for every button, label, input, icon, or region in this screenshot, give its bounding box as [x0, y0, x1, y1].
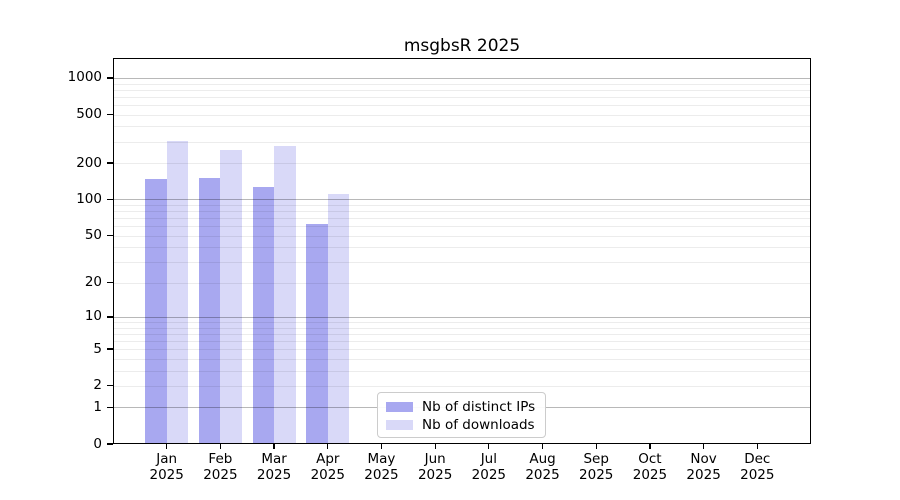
bar-downloads-mar [274, 145, 296, 444]
y-tick-2 [107, 385, 113, 387]
minor-gridline-70 [113, 218, 811, 220]
bar-distinct-ips-apr [306, 224, 328, 444]
x-tick-aug [541, 444, 544, 449]
x-tick-may [380, 444, 383, 449]
minor-gridline-200 [113, 163, 811, 164]
chart-title: msgbsR 2025 [403, 36, 521, 56]
bar-downloads-feb [220, 149, 242, 444]
minor-gridline-9 [113, 322, 811, 323]
minor-gridline-300 [113, 141, 811, 143]
x-tick-label-sep: Sep 2025 [579, 451, 614, 483]
minor-gridline-50 [113, 235, 811, 237]
major-gridline-100 [113, 199, 811, 201]
minor-gridline-800 [113, 89, 811, 91]
x-tick-label-oct: Oct 2025 [632, 451, 668, 483]
minor-gridline-30 [113, 262, 811, 264]
legend-label-distinct-ips: Nb of distinct IPs [422, 399, 536, 415]
x-tick-jan [166, 444, 168, 449]
y-tick-label-50: 50 [84, 227, 102, 244]
minor-gridline-3 [113, 370, 811, 372]
y-tick-500 [107, 114, 113, 116]
x-tick-sep [595, 444, 597, 449]
y-tick-label-20: 20 [84, 274, 102, 291]
minor-gridline-6 [113, 340, 811, 342]
y-tick-5 [107, 348, 113, 350]
x-tick-label-mar: Mar 2025 [256, 451, 292, 483]
legend: Nb of distinct IPs Nb of downloads [377, 392, 546, 438]
x-tick-jun [434, 444, 436, 449]
minor-gridline-500 [113, 114, 811, 116]
x-tick-label-may: May 2025 [364, 451, 399, 483]
x-tick-label-aug: Aug 2025 [525, 451, 560, 483]
y-tick-100 [107, 198, 113, 201]
minor-gridline-7 [113, 333, 811, 335]
minor-gridline-20 [113, 282, 811, 284]
minor-gridline-700 [113, 96, 811, 98]
y-tick-50 [107, 235, 113, 237]
y-tick-label-5: 5 [93, 340, 102, 357]
y-tick-20 [107, 282, 113, 284]
y-tick-label-500: 500 [76, 106, 102, 123]
minor-gridline-8 [113, 327, 811, 329]
legend-row-downloads: Nb of downloads [386, 416, 537, 434]
major-gridline-10 [113, 316, 811, 318]
bar-distinct-ips-mar [252, 187, 275, 444]
x-tick-jul [488, 444, 490, 449]
x-tick-feb [219, 444, 221, 449]
legend-label-downloads: Nb of downloads [422, 417, 535, 433]
y-tick-label-0: 0 [93, 435, 102, 452]
minor-gridline-400 [113, 126, 811, 128]
x-tick-label-nov: Nov 2025 [686, 451, 721, 483]
y-tick-1000 [107, 77, 113, 79]
minor-gridline-5 [113, 349, 811, 351]
x-tick-label-apr: Apr 2025 [310, 451, 345, 483]
y-tick-label-100: 100 [76, 190, 102, 207]
y-tick-label-10: 10 [84, 308, 102, 325]
bar-downloads-jan [166, 140, 189, 444]
y-tick-label-1: 1 [93, 398, 102, 415]
x-tick-label-feb: Feb 2025 [203, 451, 238, 483]
minor-gridline-600 [113, 104, 811, 106]
y-tick-label-1000: 1000 [67, 69, 102, 86]
legend-swatch-distinct-ips [386, 402, 413, 412]
y-tick-label-200: 200 [76, 154, 102, 171]
x-tick-label-jun: Jun 2025 [417, 451, 453, 483]
minor-gridline-900 [113, 83, 811, 85]
x-tick-label-dec: Dec 2025 [740, 451, 775, 483]
x-tick-dec [756, 444, 758, 449]
x-tick-label-jul: Jul 2025 [471, 451, 507, 483]
x-tick-oct [649, 444, 651, 449]
x-tick-nov [703, 444, 705, 449]
legend-swatch-downloads [386, 420, 413, 430]
minor-gridline-4 [113, 358, 811, 360]
x-tick-mar [273, 444, 275, 449]
bar-distinct-ips-jan [145, 178, 167, 444]
y-tick-10 [107, 316, 113, 318]
x-tick-apr [327, 444, 329, 449]
bar-downloads-apr [327, 194, 350, 444]
major-gridline-1000 [113, 77, 811, 79]
minor-gridline-40 [113, 247, 811, 249]
minor-gridline-90 [113, 204, 811, 206]
bar-distinct-ips-feb [198, 178, 221, 444]
minor-gridline-80 [113, 211, 811, 213]
minor-gridline-2 [113, 385, 811, 387]
y-tick-1 [107, 406, 113, 408]
minor-gridline-60 [113, 226, 811, 228]
x-tick-label-jan: Jan 2025 [149, 451, 184, 483]
y-tick-0 [107, 443, 113, 445]
legend-row-distinct-ips: Nb of distinct IPs [386, 398, 537, 416]
y-tick-label-2: 2 [93, 377, 102, 394]
y-tick-200 [107, 162, 113, 164]
